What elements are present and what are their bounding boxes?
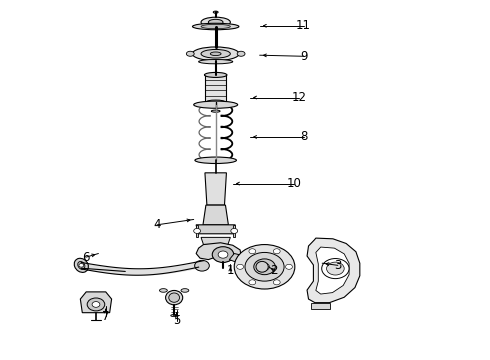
Ellipse shape (201, 49, 230, 58)
Polygon shape (205, 173, 226, 205)
Circle shape (286, 264, 293, 269)
Polygon shape (80, 292, 112, 313)
Circle shape (245, 252, 284, 281)
Circle shape (273, 249, 280, 254)
Ellipse shape (210, 52, 221, 55)
Ellipse shape (211, 110, 220, 112)
Circle shape (249, 280, 256, 285)
Ellipse shape (237, 51, 245, 56)
Ellipse shape (166, 291, 183, 305)
Circle shape (249, 249, 256, 254)
Polygon shape (196, 243, 241, 260)
Ellipse shape (204, 72, 227, 77)
Ellipse shape (159, 289, 167, 292)
Text: 9: 9 (300, 50, 307, 63)
Polygon shape (196, 225, 198, 237)
Circle shape (195, 260, 209, 271)
Ellipse shape (193, 23, 239, 30)
Polygon shape (205, 75, 226, 102)
Text: 2: 2 (270, 264, 278, 277)
Ellipse shape (192, 47, 239, 60)
Text: 10: 10 (287, 177, 301, 190)
Circle shape (237, 264, 244, 269)
Circle shape (327, 262, 344, 275)
Text: 12: 12 (291, 91, 306, 104)
Polygon shape (201, 237, 230, 244)
Text: 8: 8 (300, 130, 307, 144)
Text: 5: 5 (173, 314, 180, 327)
Ellipse shape (171, 315, 177, 317)
Text: 1: 1 (226, 264, 234, 277)
Text: 3: 3 (334, 259, 342, 272)
Ellipse shape (208, 19, 223, 25)
Ellipse shape (169, 293, 179, 302)
Circle shape (254, 259, 275, 275)
Ellipse shape (213, 11, 218, 13)
Circle shape (322, 258, 349, 279)
Ellipse shape (201, 24, 230, 29)
Ellipse shape (206, 100, 225, 104)
Polygon shape (229, 253, 250, 265)
Polygon shape (203, 205, 228, 225)
Polygon shape (316, 247, 349, 294)
Text: 11: 11 (296, 19, 311, 32)
Polygon shape (233, 225, 235, 237)
Circle shape (92, 302, 100, 307)
Ellipse shape (198, 59, 233, 64)
Circle shape (234, 244, 295, 289)
Circle shape (212, 247, 234, 262)
Ellipse shape (256, 261, 268, 272)
Circle shape (273, 280, 280, 285)
Ellipse shape (181, 289, 189, 292)
Circle shape (231, 228, 238, 233)
Polygon shape (311, 303, 330, 309)
Ellipse shape (74, 258, 88, 273)
Ellipse shape (195, 157, 237, 163)
Circle shape (87, 298, 105, 311)
Ellipse shape (186, 51, 194, 56)
Circle shape (194, 228, 200, 233)
Ellipse shape (78, 261, 85, 269)
Polygon shape (196, 225, 235, 234)
Text: 7: 7 (102, 310, 109, 323)
Ellipse shape (194, 101, 238, 108)
Polygon shape (307, 238, 360, 303)
Ellipse shape (201, 17, 230, 27)
Text: 4: 4 (153, 218, 161, 231)
Circle shape (218, 251, 228, 258)
Circle shape (243, 260, 255, 268)
Text: 6: 6 (82, 251, 90, 264)
Circle shape (260, 263, 270, 270)
Circle shape (79, 264, 84, 267)
